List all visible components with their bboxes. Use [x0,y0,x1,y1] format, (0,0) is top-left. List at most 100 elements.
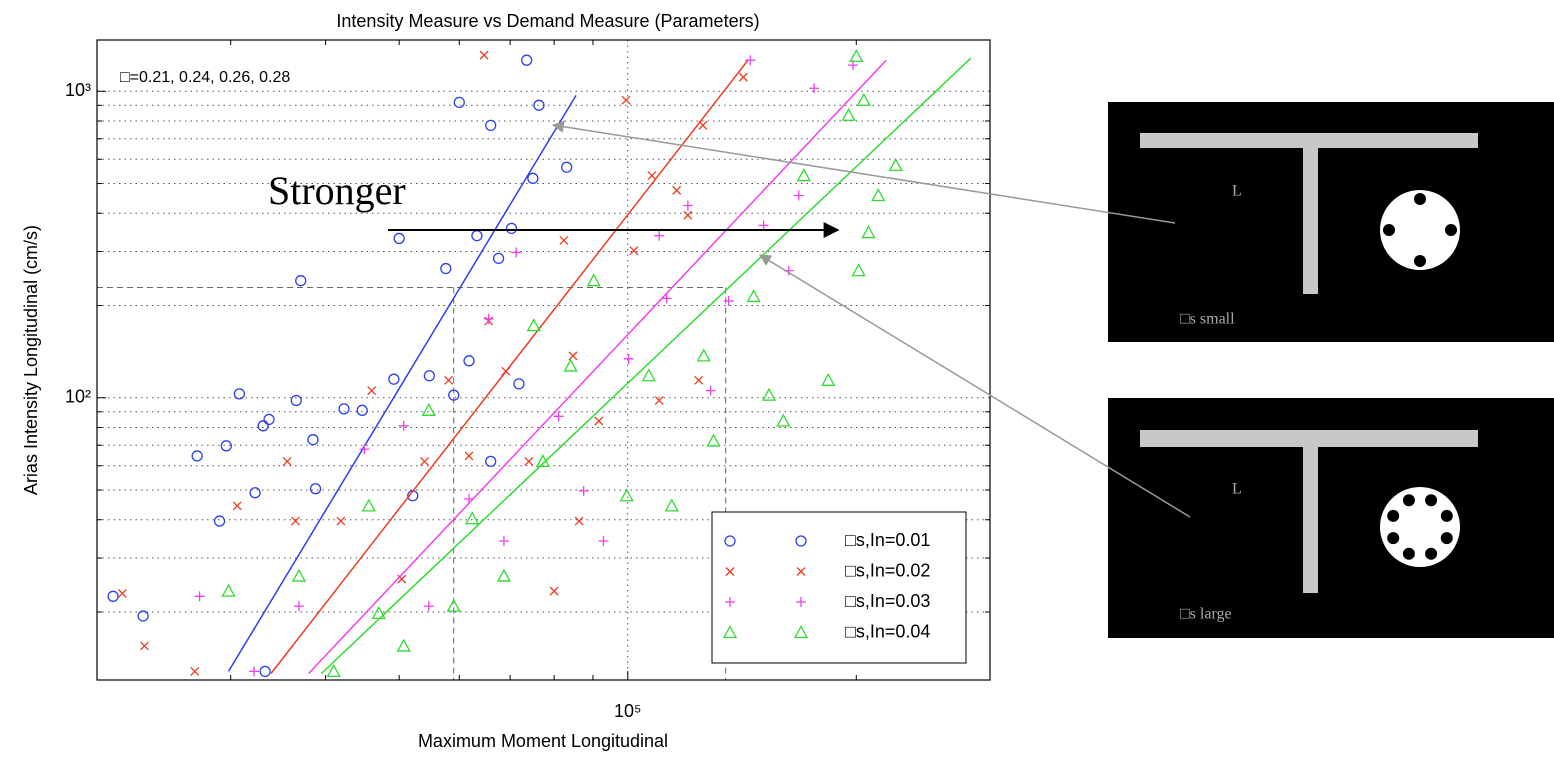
data-point [586,273,601,287]
data-point [356,404,368,416]
legend-label: □s,In=0.03 [845,591,930,611]
legend-marker [796,597,806,607]
data-point [841,107,856,121]
data-point [706,433,721,447]
data-point [371,605,386,619]
legend-marker [793,625,809,639]
rebar [1414,255,1426,267]
data-point [705,385,716,396]
panel-label: L [1232,183,1242,200]
plot-border [96,39,991,681]
data-point [290,394,302,407]
data-point [856,92,871,106]
data-point [393,232,405,245]
data-point [861,225,876,239]
data-point [809,83,820,94]
data-point [117,588,127,598]
diagram-panel: L □s small [1108,102,1554,342]
data-point [367,386,377,396]
data-point [282,456,292,466]
data-point [851,263,866,277]
data-point [396,638,411,652]
data-point [619,488,634,502]
data-point [213,515,226,527]
data-point [485,119,497,132]
data-point [453,96,465,109]
data-point [190,666,200,676]
data-point [257,420,269,432]
chart-title: Intensity Measure vs Demand Measure (Par… [336,11,759,31]
data-point [496,568,512,582]
data-point [723,295,734,306]
rebar [1445,224,1457,236]
data-point [568,351,578,361]
data-point [682,200,693,211]
data-point [221,583,236,597]
data-point [249,666,260,677]
pointer-arrow [551,120,1176,224]
data-point [561,161,573,173]
data-point [444,375,454,385]
data-point [698,120,708,130]
legend-marker [796,567,806,576]
data-point [683,210,693,220]
legend-marker [724,535,736,547]
y-axis-label: Arias Intensity Longitudinal (cm/s) [21,225,41,495]
data-point [249,487,261,499]
data-point [338,403,350,415]
data-point [654,230,665,241]
data-point [423,370,436,382]
data-point [448,389,460,401]
beam [1140,133,1478,148]
data-point [796,168,811,182]
pointer-arrow [758,254,1191,518]
data-point [776,413,791,427]
data-point [465,511,480,525]
data-point [388,373,400,385]
rebar [1387,509,1400,522]
panel-label: L [1232,481,1242,498]
data-point [623,353,634,364]
column [1303,148,1318,294]
data-point [526,318,541,332]
data-point [511,247,522,258]
x-axis-label: Maximum Moment Longitudinal [418,731,668,751]
data-point [821,372,836,386]
data-point [888,158,903,172]
legend-label: □s,In=0.04 [845,621,930,641]
data-point [423,601,434,612]
data-point [440,262,452,275]
data-point [598,535,609,546]
data-point [524,456,534,466]
data-point [307,434,319,446]
data-point [420,456,429,466]
data-point [694,375,704,385]
data-point [232,501,242,511]
data-point [793,190,804,201]
data-point [485,455,497,468]
data-point [520,54,533,66]
data-point [263,413,275,426]
data-point [696,348,711,362]
data-point [746,289,761,303]
data-point [107,590,119,602]
legend-marker [725,597,735,607]
data-point [641,368,656,382]
data-point [191,450,203,462]
annotation: Stronger [268,168,406,213]
fit-line [227,94,577,672]
data-point [505,222,518,235]
data-point [738,72,748,82]
data-point [871,188,886,202]
data-point [398,420,409,431]
data-point [290,516,300,526]
data-point [446,598,461,612]
y-tick-label: 10³ [65,80,91,100]
rebar [1383,224,1395,236]
panel-caption: □s small [1180,311,1235,328]
data-point [761,387,777,401]
rebar [1425,494,1438,507]
data-point [549,586,559,596]
section [1380,487,1460,567]
rebar [1387,532,1400,545]
